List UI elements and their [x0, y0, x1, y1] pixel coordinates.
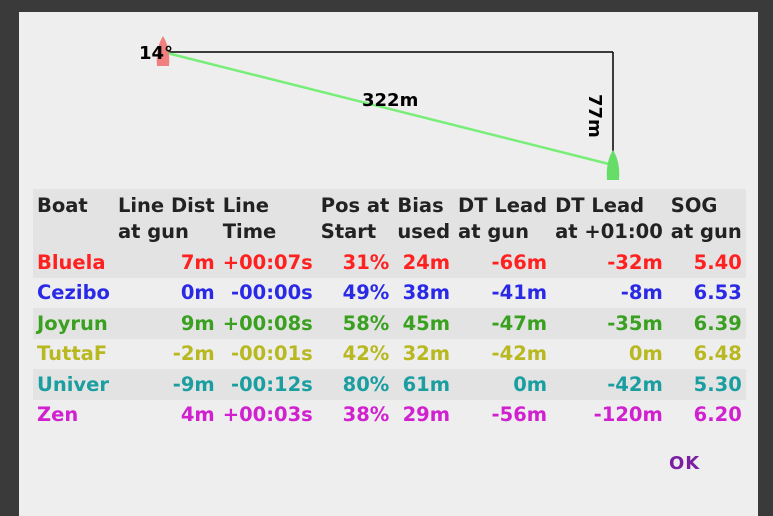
table-cell: -35m — [607, 311, 663, 335]
table-row: Zen 4m +00:03s 38% 29m -56m -120m 6.20 — [33, 399, 746, 430]
boat-name-cell: Zen — [37, 403, 79, 427]
column-header-line: DT Lead — [458, 194, 548, 217]
column-header-line: Start — [320, 220, 377, 243]
table-body: Bluela 7m +00:07s 31% 24m -66m -32m 5.40 Cezibo 0… — [33, 247, 746, 430]
column-header-line: used — [397, 220, 451, 243]
perpendicular-distance-label: 77m — [584, 94, 605, 138]
boat-end-marker — [606, 150, 620, 180]
table-cell: 0m — [628, 342, 663, 366]
table-cell: 24m — [402, 250, 451, 274]
table-cell: -41m — [491, 281, 548, 305]
boat-name-cell: Bluela — [37, 250, 106, 274]
table-cell: 61m — [402, 372, 451, 396]
column-header-line: at +01:00 — [555, 220, 663, 243]
column-header: SOG at gun — [667, 189, 746, 247]
table-cell: -9m — [172, 372, 215, 396]
table-row: TuttaF -2m -00:01s 42% 32m -42m 0m 6.48 — [33, 338, 746, 369]
table-cell: 49% — [342, 281, 390, 305]
table-cell: 6.53 — [693, 281, 742, 305]
column-header: Bias used — [393, 189, 454, 247]
table-cell: 32m — [402, 342, 451, 366]
table-cell: +00:07s — [222, 250, 313, 274]
table-cell: 6.20 — [693, 403, 742, 427]
table-cell: -00:01s — [231, 342, 313, 366]
ok-button[interactable]: OK — [669, 453, 701, 474]
table-row: Univer -9m -00:12s 80% 61m 0m -42m 5.30 — [33, 369, 746, 400]
table-cell: 80% — [342, 372, 390, 396]
boat-stats-table: Boat Line Dist at gun Line Time Pos at Start Bi… — [33, 189, 746, 430]
table-cell: 0m — [180, 281, 215, 305]
table-cell: 6.39 — [693, 311, 742, 335]
pin-end-marker — [156, 36, 170, 66]
column-header: Line Time — [219, 189, 317, 247]
boat-name-cell: Joyrun — [37, 311, 108, 335]
table-cell: 38% — [342, 403, 390, 427]
table-cell: 7m — [180, 250, 215, 274]
table-row: Bluela 7m +00:07s 31% 24m -66m -32m 5.40 — [33, 247, 746, 278]
column-header: DT Lead at +01:00 — [551, 189, 667, 247]
table-cell: 4m — [180, 403, 215, 427]
table-cell: -2m — [172, 342, 215, 366]
start-line — [162, 50, 614, 167]
line-distance-label: 322m — [362, 90, 419, 111]
table-cell: -00:12s — [231, 372, 313, 396]
table-cell: 42% — [342, 342, 390, 366]
table-cell: 5.30 — [693, 372, 742, 396]
table-cell: -56m — [491, 403, 548, 427]
column-header: DT Lead at gun — [454, 189, 551, 247]
table-cell: -32m — [607, 250, 663, 274]
column-header-line: Line Dist — [117, 194, 215, 217]
table-cell: 6.48 — [693, 342, 742, 366]
column-header-line: Pos at — [320, 194, 390, 217]
column-header-line: SOG — [670, 194, 718, 217]
column-header-line: Boat — [37, 194, 88, 217]
table-row: Joyrun 9m +00:08s 58% 45m -47m -35m 6.39 — [33, 308, 746, 339]
line-diagram-svg — [156, 36, 620, 180]
table-cell: -120m — [593, 403, 663, 427]
column-header-line: at gun — [117, 220, 189, 243]
column-header: Boat — [33, 189, 114, 247]
table-cell: 5.40 — [693, 250, 742, 274]
table-cell: 0m — [513, 372, 548, 396]
table-cell: 9m — [180, 311, 215, 335]
column-header-line: DT Lead — [555, 194, 645, 217]
column-header-line: at gun — [458, 220, 530, 243]
table-cell: +00:08s — [222, 311, 313, 335]
table-cell: -66m — [491, 250, 548, 274]
column-header-line: Bias — [397, 194, 444, 217]
table-cell: -42m — [607, 372, 663, 396]
boat-name-cell: TuttaF — [37, 342, 108, 366]
boat-name-cell: Cezibo — [37, 281, 110, 305]
start-line-dialog: 14° 322m 77m Boat Line Dist at gun Line Time… — [19, 12, 758, 516]
table-cell: 31% — [342, 250, 390, 274]
table-cell: -47m — [491, 311, 548, 335]
column-header-line: Time — [222, 220, 277, 243]
table-cell: 38m — [402, 281, 451, 305]
table-cell: 58% — [342, 311, 390, 335]
table-cell: -8m — [620, 281, 663, 305]
boat-name-cell: Univer — [37, 372, 109, 396]
column-header-line: Line — [222, 194, 269, 217]
angle-label: 14° — [139, 43, 174, 64]
table-cell: 45m — [402, 311, 451, 335]
column-header: Line Dist at gun — [114, 189, 219, 247]
table-cell: 29m — [402, 403, 451, 427]
table-header-row: Boat Line Dist at gun Line Time Pos at Start Bi… — [33, 189, 746, 247]
column-header-line: at gun — [670, 220, 742, 243]
table-cell: -00:00s — [231, 281, 313, 305]
column-header: Pos at Start — [317, 189, 394, 247]
table-cell: -42m — [491, 342, 548, 366]
table-row: Cezibo 0m -00:00s 49% 38m -41m -8m 6.53 — [33, 277, 746, 308]
start-line-diagram: 14° 322m 77m — [19, 12, 758, 192]
table-cell: +00:03s — [222, 403, 313, 427]
